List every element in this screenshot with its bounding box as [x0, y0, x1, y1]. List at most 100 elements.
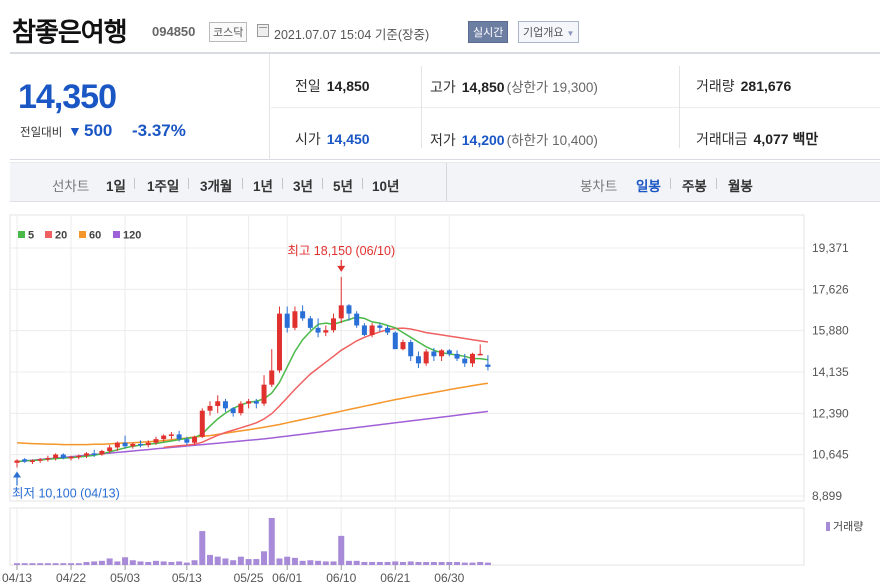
timestamp: 2021.07.07 15:04 기준(장중)	[274, 24, 429, 43]
candle-body	[76, 455, 82, 458]
y-tick-label: 10,645	[812, 448, 849, 462]
volume-bar	[477, 562, 484, 565]
x-tick-label: 04/13	[2, 571, 32, 585]
change-value: 500	[84, 121, 113, 140]
period-1d[interactable]: 1일	[106, 179, 126, 194]
candle-body	[176, 434, 182, 440]
separator	[188, 178, 189, 189]
line-chart-label: 선차트	[52, 179, 90, 194]
volume-bar	[160, 561, 167, 565]
candle-body	[392, 332, 398, 350]
volume-bar	[106, 558, 113, 565]
volume-bar	[114, 561, 121, 565]
prev-close: 전일 14,850	[295, 76, 370, 96]
candle-body	[91, 453, 97, 455]
period-5y[interactable]: 5년	[333, 179, 353, 194]
candle-body	[439, 350, 445, 357]
candle-body	[446, 350, 452, 354]
market-badge: 코스닥	[209, 22, 248, 42]
candle-body	[361, 325, 367, 335]
candle-body	[107, 447, 113, 451]
legend-label: 20	[55, 230, 67, 242]
volume-bar	[44, 563, 51, 565]
open-value: 14,450	[326, 131, 370, 147]
separator	[362, 178, 363, 189]
x-tick-label: 05/03	[110, 571, 140, 585]
volume-bar	[407, 561, 414, 565]
candle-body	[354, 313, 360, 326]
candle-body	[284, 313, 290, 328]
company-overview-button[interactable]: 기업개요 ▼	[518, 21, 580, 43]
candle-body	[138, 443, 144, 446]
x-tick-label: 06/01	[272, 571, 302, 585]
volume-bar	[261, 551, 268, 565]
candle-body	[230, 408, 236, 414]
candle-body	[14, 460, 20, 463]
volume-bar	[423, 562, 430, 565]
period-1y[interactable]: 1년	[253, 179, 273, 194]
candle-body	[168, 434, 174, 436]
candle-daily[interactable]: 일봉	[636, 179, 661, 194]
volume-bar	[315, 560, 322, 565]
down-triangle-icon: ▼	[68, 123, 82, 139]
candle-body	[477, 353, 483, 356]
stock-code: 094850	[152, 24, 196, 39]
period-10y[interactable]: 10년	[372, 179, 400, 194]
open-label: 시가	[295, 131, 321, 147]
volume-bar	[37, 563, 44, 565]
candle-body	[60, 454, 66, 459]
volume-bar	[137, 561, 144, 565]
open-price: 시가 14,450	[295, 129, 370, 149]
volume-bar	[152, 560, 159, 565]
low-price: 저가 14,200 (하한가 10,400)	[430, 129, 598, 150]
current-price: 14,350	[18, 78, 117, 116]
candle-body	[83, 453, 89, 456]
volume-bar	[415, 562, 422, 565]
summary-col-divider	[421, 66, 422, 148]
volume-bar	[345, 560, 352, 565]
legend-label: 5	[28, 230, 34, 242]
period-bar-divider	[446, 163, 447, 201]
volume-bar	[361, 562, 368, 565]
volume-bar	[338, 535, 345, 565]
volume-bar	[469, 562, 476, 565]
volume-bar	[353, 560, 360, 565]
x-tick-label: 06/10	[326, 571, 356, 585]
period-1w[interactable]: 1주일	[147, 179, 180, 194]
period-3y[interactable]: 3년	[293, 179, 313, 194]
low-value: 14,200	[461, 132, 505, 148]
legend-label: 60	[89, 230, 101, 242]
candle-body	[161, 435, 167, 440]
period-3m[interactable]: 3개월	[200, 179, 233, 194]
candle-monthly[interactable]: 월봉	[728, 179, 753, 194]
candle-body	[37, 459, 43, 461]
candle-body	[99, 450, 105, 455]
volume-bar	[207, 554, 213, 565]
volume-bar	[83, 562, 90, 565]
volume-bar	[91, 561, 98, 565]
volume-bar	[454, 562, 461, 565]
y-tick-label: 8,899	[812, 489, 842, 503]
volume-bar	[461, 562, 468, 565]
legend-label: 120	[123, 230, 141, 242]
volume-bar	[191, 560, 198, 565]
y-tick-label: 14,135	[812, 365, 849, 379]
volume-bar	[222, 558, 229, 565]
calendar-icon	[257, 24, 269, 37]
stock-chart[interactable]: 19,371 17,626 15,880 14,135 12,390 10,645 8,89…	[0, 210, 880, 588]
legend-swatch	[113, 231, 120, 238]
candle-body	[469, 353, 475, 364]
min-annotation: 최저 10,100 (04/13)	[12, 487, 120, 501]
candle-body	[253, 401, 259, 404]
volume-bar	[322, 561, 329, 565]
y-tick-label: 17,626	[812, 282, 849, 296]
stock-header: 참좋은여행 094850 코스닥 2021.07.07 15:04 기준(장중)…	[0, 0, 880, 52]
candle-body	[222, 401, 228, 409]
realtime-button[interactable]: 실시간	[468, 21, 509, 43]
candle-body	[246, 401, 252, 404]
volume-bar	[183, 562, 190, 565]
candle-weekly[interactable]: 주봉	[682, 179, 707, 194]
candle-body	[199, 410, 205, 437]
candle-body	[269, 370, 275, 385]
volume-bar	[253, 559, 260, 565]
